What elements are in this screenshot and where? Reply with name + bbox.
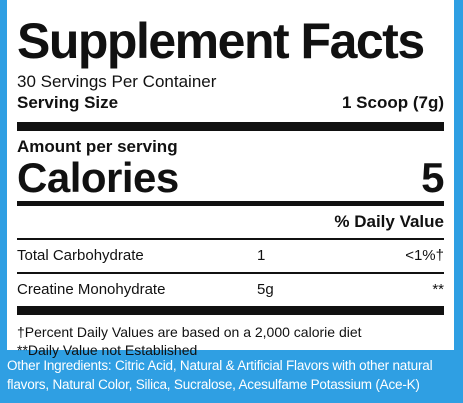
- nutrient-name: Total Carbohydrate: [17, 247, 144, 264]
- servings-per-container: 30 Servings Per Container: [17, 72, 217, 91]
- calories-label: Calories: [17, 154, 179, 201]
- panel-title: Supplement Facts: [17, 13, 425, 69]
- other-ingredients: Other Ingredients: Citric Acid, Natural …: [7, 358, 433, 392]
- footnote-not-established: **Daily Value not Established: [17, 342, 198, 358]
- nutrient-dv: <1%†: [405, 247, 444, 264]
- calories-row: Calories 5: [17, 157, 444, 199]
- serving-size-value: 1 Scoop (7g): [341, 93, 444, 112]
- amount-per-serving: Amount per serving: [17, 137, 178, 156]
- nutrient-name: Creatine Monohydrate: [17, 281, 166, 298]
- nutrient-row: Total Carbohydrate 1 <1%†: [17, 246, 444, 266]
- thin-divider: [17, 238, 444, 240]
- thick-divider: [17, 122, 444, 131]
- nutrient-amount: 5g: [257, 281, 274, 298]
- nutrient-row: Creatine Monohydrate 5g **: [17, 280, 444, 300]
- serving-size-label: Serving Size: [17, 93, 119, 112]
- supplement-facts-panel: Supplement Facts 30 Servings Per Contain…: [7, 0, 454, 358]
- daily-value-header: % Daily Value: [334, 212, 444, 231]
- thick-divider: [17, 306, 444, 315]
- thin-divider: [17, 272, 444, 274]
- medium-divider: [17, 201, 444, 206]
- nutrient-dv: **: [432, 281, 444, 298]
- nutrient-amount: 1: [257, 247, 266, 264]
- serving-size-row: Serving Size 1 Scoop (7g): [17, 92, 444, 114]
- calories-value: 5: [421, 154, 444, 201]
- footnote-daily-value: †Percent Daily Values are based on a 2,0…: [17, 324, 362, 340]
